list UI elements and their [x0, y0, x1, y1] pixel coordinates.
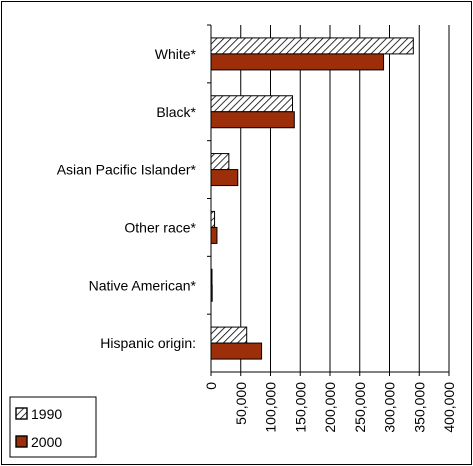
x-tick-label: 250,000: [352, 382, 368, 433]
bar-2000-1: [210, 111, 295, 129]
category-label: Hispanic origin:: [100, 335, 196, 351]
bar-1990-5: [210, 326, 248, 344]
x-tick-label: 150,000: [292, 382, 308, 433]
x-tick-label: 0: [203, 382, 219, 390]
bar-1990-1: [210, 95, 294, 113]
category-label: Other race*: [124, 219, 196, 235]
category-label: White*: [155, 46, 197, 62]
x-tick-label: 200,000: [322, 382, 338, 433]
legend-label: 1990: [31, 406, 62, 422]
legend-swatch: [15, 407, 28, 420]
bar-1990-3: [210, 210, 216, 228]
category-label: Asian Pacific Islander*: [57, 162, 197, 178]
legend-swatch: [15, 435, 28, 448]
bar-2000-0: [210, 53, 385, 71]
bar-2000-5: [210, 342, 263, 360]
x-tick-label: 350,000: [411, 382, 427, 433]
bar-2000-3: [210, 226, 218, 244]
x-tick-label: 300,000: [382, 382, 398, 433]
legend-label: 2000: [31, 434, 62, 450]
x-tick-label: 400,000: [441, 382, 457, 433]
category-label: Black*: [156, 104, 196, 120]
x-tick-label: 50,000: [233, 382, 249, 425]
category-label: Native American*: [89, 277, 197, 293]
bar-1990-0: [210, 37, 414, 55]
bar-2000-2: [210, 169, 239, 187]
x-tick-label: 100,000: [263, 382, 279, 433]
bar-1990-2: [210, 153, 230, 171]
